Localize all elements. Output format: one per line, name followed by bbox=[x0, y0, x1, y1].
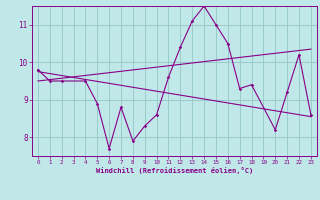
X-axis label: Windchill (Refroidissement éolien,°C): Windchill (Refroidissement éolien,°C) bbox=[96, 167, 253, 174]
